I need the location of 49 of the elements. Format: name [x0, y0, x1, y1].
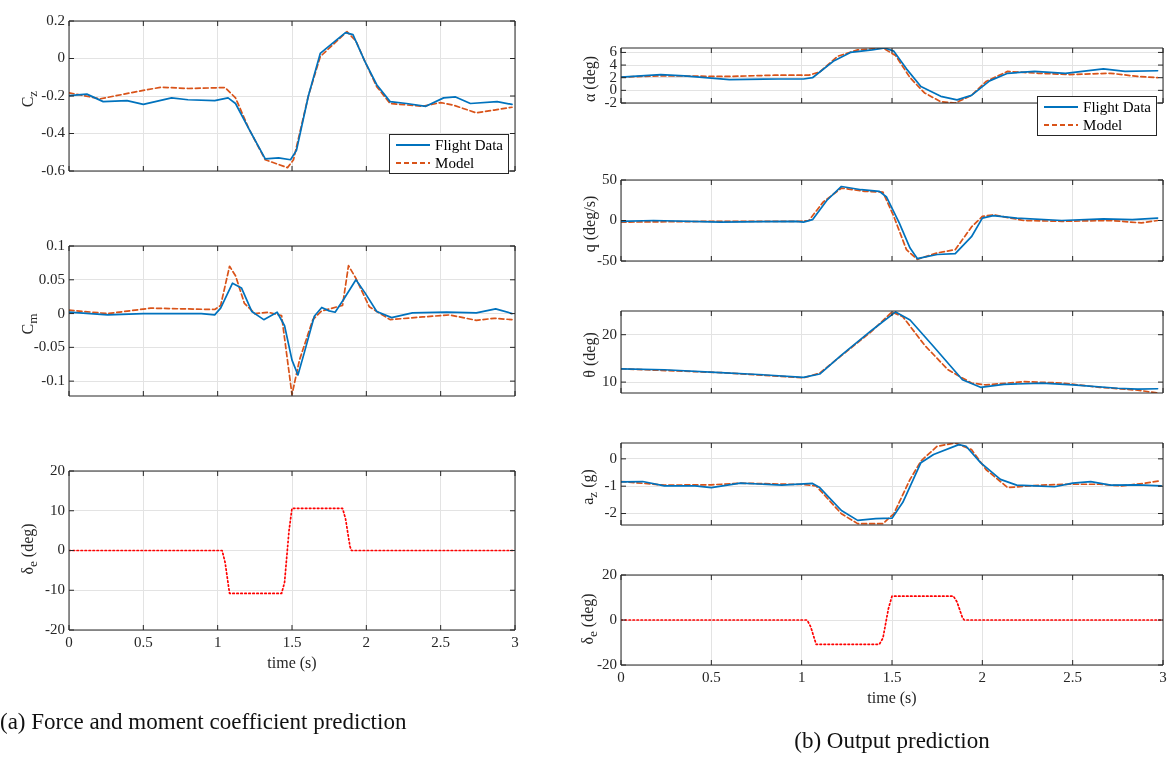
y-tick-label: 0 [609, 449, 617, 466]
y-tick-label: -20 [597, 655, 617, 672]
y-tick-label: 10 [602, 373, 617, 390]
y-tick-label: 0 [609, 610, 617, 627]
x-axis-title: time (s) [267, 654, 317, 672]
y-tick-label: 20 [50, 461, 65, 478]
y-tick-label: 0 [57, 304, 65, 321]
y-tick-label: 50 [602, 170, 617, 187]
y-tick-label: 0.1 [46, 236, 65, 253]
y-tick-label: 0 [57, 49, 65, 66]
x-tick-label: 1.5 [282, 633, 302, 650]
x-tick-label: 1 [797, 668, 806, 685]
y-tick-label: 0.05 [38, 270, 65, 287]
x-axis-title: time (s) [867, 689, 917, 707]
y-tick-label: 0 [57, 541, 65, 558]
x-tick-label: 0.5 [701, 668, 721, 685]
legend-label: Flight Data [435, 136, 503, 154]
y-tick-label: -0.6 [41, 161, 66, 178]
legend-label: Model [1083, 116, 1123, 134]
y-axis-title: α (deg) [581, 55, 599, 102]
y-tick-label: -0.4 [41, 124, 66, 141]
legend-label: Flight Data [1083, 98, 1151, 116]
y-tick-label: -20 [45, 620, 65, 637]
y-tick-label: -2 [604, 504, 617, 521]
y-tick-label: 0.2 [46, 11, 65, 28]
x-tick-label: 2 [362, 633, 371, 650]
y-axis-title: θ (deg) [581, 332, 599, 378]
y-axis-title: q (deg/s) [581, 195, 599, 252]
y-tick-label: -50 [597, 251, 617, 268]
text: (b) Output prediction [793, 727, 991, 755]
x-tick-label: 3 [511, 633, 519, 650]
x-tick-label: 1 [213, 633, 222, 650]
x-tick-label: 0.5 [133, 633, 153, 650]
y-tick-label: -0.05 [33, 338, 65, 355]
x-tick-label: 1.5 [882, 668, 902, 685]
x-tick-label: 3 [1159, 668, 1167, 685]
text: (a) Force and moment coefficient prediction [0, 708, 408, 736]
y-tick-label: 0 [609, 211, 617, 228]
y-tick-label: 20 [602, 325, 617, 342]
y-tick-label: -0.1 [41, 372, 65, 389]
legend-label: Model [435, 154, 475, 172]
x-tick-label: 2.5 [431, 633, 451, 650]
y-tick-label: 10 [50, 501, 65, 518]
y-tick-label: 20 [602, 565, 617, 582]
y-tick-label: -1 [604, 477, 617, 494]
y-tick-label: -10 [45, 581, 65, 598]
x-tick-label: 2.5 [1063, 668, 1083, 685]
x-tick-label: 2 [978, 668, 987, 685]
y-tick-label: -0.2 [41, 86, 65, 103]
